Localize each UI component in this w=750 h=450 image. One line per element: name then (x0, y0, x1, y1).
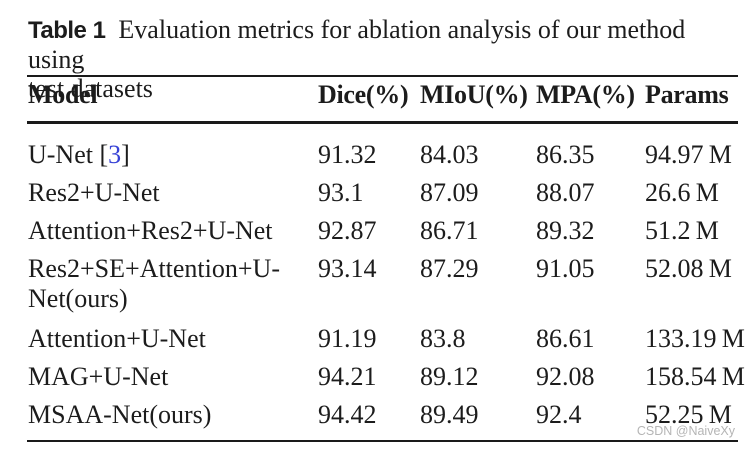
table-caption: Table 1 Evaluation metrics for ablation a… (28, 15, 740, 103)
citation-bracket-open: [ (92, 140, 109, 169)
dice-value: 93.14 (318, 254, 377, 283)
citation-link[interactable]: 3 (108, 140, 122, 169)
params-value: 52.25 M (645, 400, 732, 429)
model-name: MSAA-Net(ours) (28, 400, 212, 429)
column-header-params: Params (645, 80, 729, 109)
mpa-value: 89.32 (536, 216, 595, 245)
dice-value: 92.87 (318, 216, 377, 245)
mpa-value: 86.61 (536, 324, 595, 353)
table-row: Res2+U-Net 93.1 87.09 88.07 26.6 M (28, 178, 738, 208)
table-row: Attention+Res2+U-Net 92.87 86.71 89.32 5… (28, 216, 738, 246)
model-cell: Res2+SE+Attention+U- Net(ours) (28, 254, 318, 314)
params-value: 158.54 M (645, 362, 745, 391)
table-row: Attention+U-Net 91.19 83.8 86.61 133.19 … (28, 324, 745, 354)
model-cell: Attention+U-Net (28, 324, 318, 354)
miou-value: 86.71 (420, 216, 479, 245)
miou-value: 89.49 (420, 400, 479, 429)
column-header-miou: MIoU(%) (420, 80, 528, 109)
miou-value: 87.09 (420, 178, 479, 207)
model-cell: U-Net [3] (28, 140, 318, 170)
params-value: 51.2 M (645, 216, 719, 245)
model-cell: MAG+U-Net (28, 362, 318, 392)
dice-value: 91.19 (318, 324, 377, 353)
params-value: 52.08 M (645, 254, 732, 283)
model-name: Attention+U-Net (28, 324, 206, 353)
params-value: 133.19 M (645, 324, 745, 353)
csdn-watermark: CSDN @NaiveXy (636, 424, 735, 438)
column-header-dice: Dice(%) (318, 80, 409, 109)
table-header-row: Model Dice(%) MIoU(%) MPA(%) Params (28, 80, 738, 110)
model-cell: Res2+U-Net (28, 178, 318, 208)
table-caption-label: Table 1 (28, 17, 106, 44)
model-name: U-Net (28, 140, 93, 169)
model-name-line2: Net(ours) (28, 284, 128, 313)
table-row: Res2+SE+Attention+U- Net(ours) 93.14 87.… (28, 254, 738, 314)
params-value: 26.6 M (645, 178, 719, 207)
dice-value: 93.1 (318, 178, 364, 207)
miou-value: 83.8 (420, 324, 466, 353)
mpa-value: 88.07 (536, 178, 595, 207)
column-header-model: Model (28, 80, 98, 109)
mpa-value: 92.08 (536, 362, 595, 391)
table-row: U-Net [3] 91.32 84.03 86.35 94.97 M (28, 140, 738, 170)
model-name: Res2+SE+Attention+U- (28, 254, 280, 283)
table-row: MAG+U-Net 94.21 89.12 92.08 158.54 M (28, 362, 745, 392)
model-name: Res2+U-Net (28, 178, 160, 207)
dice-value: 91.32 (318, 140, 377, 169)
table-rule-top (27, 75, 738, 77)
table-row: MSAA-Net(ours) 94.42 89.49 92.4 52.25 M (28, 400, 738, 430)
model-name: MAG+U-Net (28, 362, 169, 391)
mpa-value: 92.4 (536, 400, 582, 429)
dice-value: 94.21 (318, 362, 377, 391)
table-rule-header (27, 121, 738, 124)
mpa-value: 86.35 (536, 140, 595, 169)
table-rule-bottom (27, 440, 738, 442)
column-header-mpa: MPA(%) (536, 80, 635, 109)
table-caption-text-line2: test datasets (28, 74, 153, 103)
model-name: Attention+Res2+U-Net (28, 216, 273, 245)
model-cell: MSAA-Net(ours) (28, 400, 318, 430)
miou-value: 89.12 (420, 362, 479, 391)
params-value: 94.97 M (645, 140, 732, 169)
miou-value: 87.29 (420, 254, 479, 283)
dice-value: 94.42 (318, 400, 377, 429)
model-cell: Attention+Res2+U-Net (28, 216, 318, 246)
miou-value: 84.03 (420, 140, 479, 169)
citation-bracket-close: ] (121, 140, 130, 169)
table-caption-text-line1: Evaluation metrics for ablation analysis… (28, 15, 686, 74)
mpa-value: 91.05 (536, 254, 595, 283)
